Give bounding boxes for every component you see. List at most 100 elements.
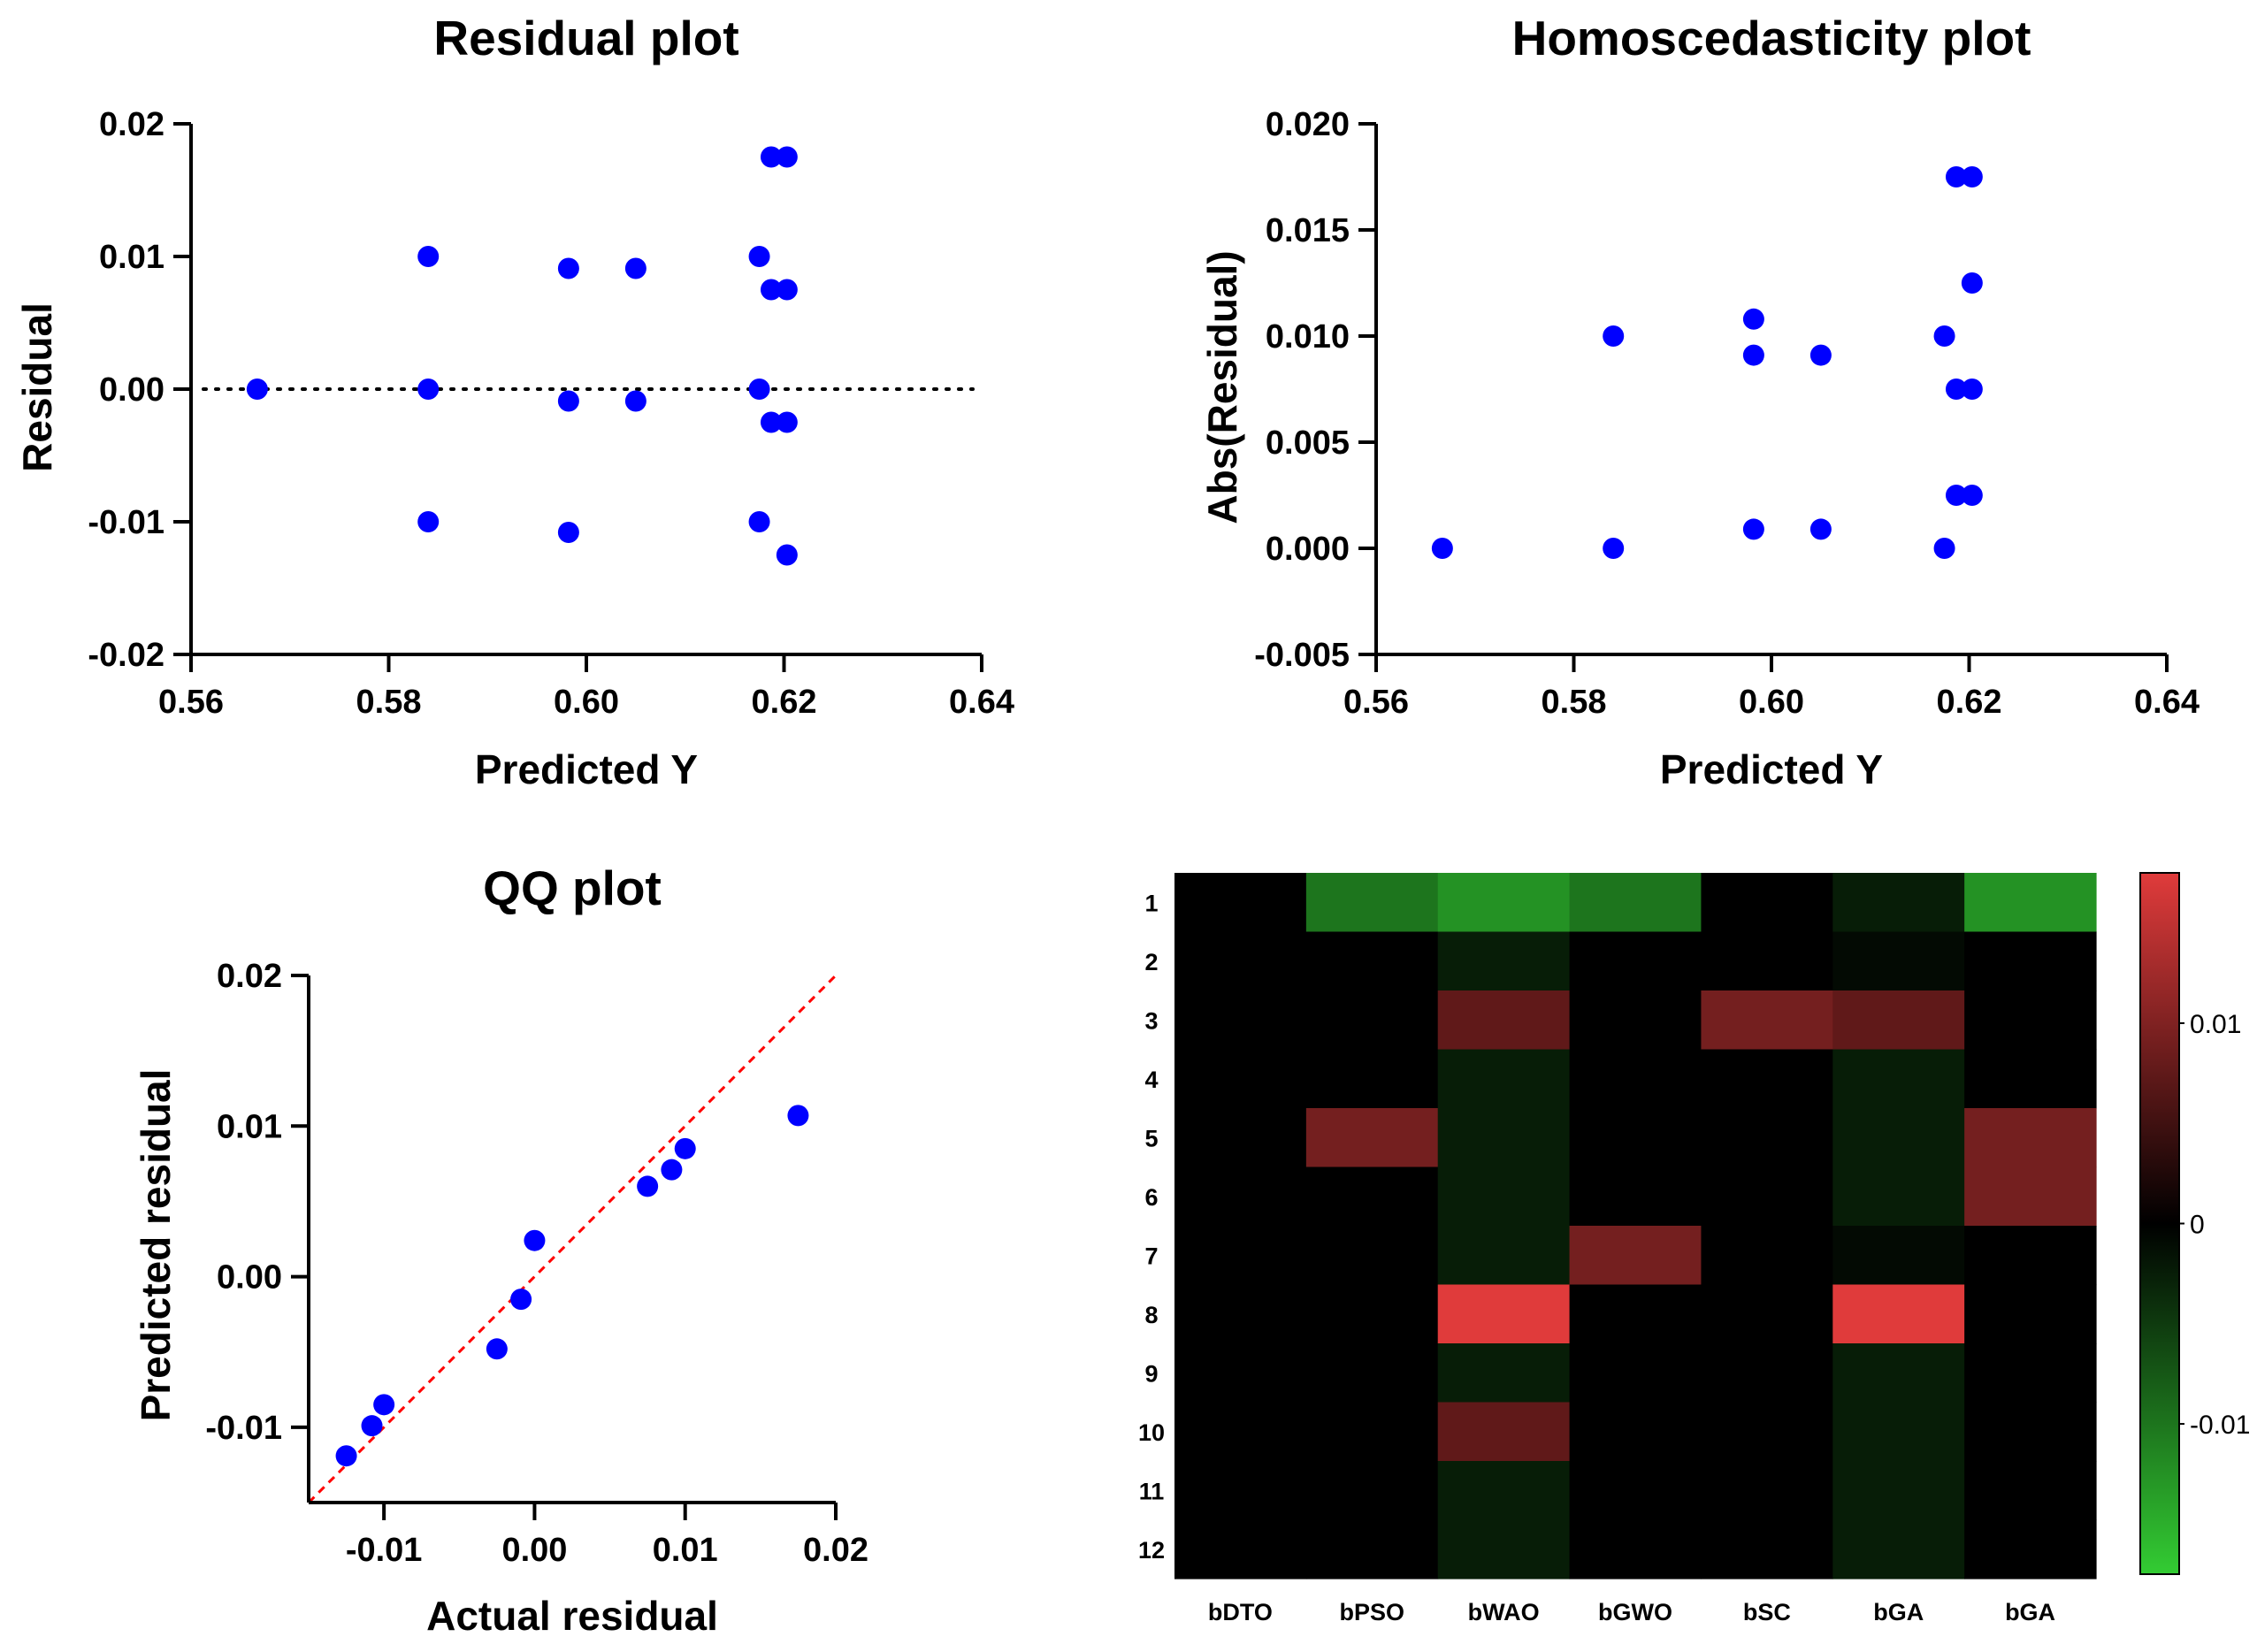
heatmap-cell <box>1174 1402 1307 1462</box>
x-tick-label: 0.62 <box>1937 684 2002 721</box>
heatmap-cell <box>1701 1343 1833 1403</box>
qq-plot-ylabel: Predicted residual <box>133 1069 179 1422</box>
data-point <box>661 1159 683 1181</box>
heatmap-cells <box>1174 873 2097 1579</box>
x-tick-label: -0.01 <box>346 1532 423 1569</box>
data-point <box>524 1229 546 1251</box>
data-point <box>1961 485 1983 506</box>
data-point <box>1603 325 1625 347</box>
data-point <box>1945 485 1967 506</box>
heatmap-cell <box>1701 1519 1833 1579</box>
data-point <box>417 511 440 532</box>
heatmap-cell <box>1832 1519 1965 1579</box>
y-tick-label: -0.01 <box>88 504 164 541</box>
heatmap-cell <box>1437 1049 1571 1109</box>
heatmap-cell <box>1569 1049 1702 1109</box>
heatmap-colorbar: 0.01 0 -0.01 <box>2139 872 2250 1575</box>
heatmap-cell <box>1701 1461 1833 1521</box>
y-tick-label: 0.00 <box>99 371 164 409</box>
heatmap-cell <box>1437 1284 1571 1344</box>
heatmap-cell <box>1832 1461 1965 1521</box>
x-tick-label: 0.60 <box>554 684 619 721</box>
heatmap-cell <box>1569 1108 1702 1168</box>
heatmap-column-label: bSC <box>1743 1599 1791 1625</box>
x-tick-label: 0.58 <box>1542 684 1607 721</box>
data-point <box>1945 166 1967 187</box>
heatmap-cell <box>1569 931 1702 991</box>
heatmap-column-label: bGWO <box>1598 1599 1672 1625</box>
data-point <box>1945 379 1967 400</box>
residual-plot-points <box>246 146 798 566</box>
heatmap-row-label: 12 <box>1138 1537 1165 1564</box>
qq-plot: QQ plot Actual residual Predicted residu… <box>133 860 868 1639</box>
data-point <box>760 279 782 301</box>
heatmap-cell <box>1964 1166 2097 1227</box>
heatmap-cell <box>1305 1284 1439 1344</box>
data-point <box>1961 379 1983 400</box>
qq-plot-points <box>335 1105 809 1467</box>
homoscedasticity-plot-points <box>1431 166 1983 559</box>
data-point <box>557 257 579 279</box>
qq-plot-axes: -0.01 0.00 0.01 0.02 -0.01 0.00 0.01 0.02 <box>205 958 868 1569</box>
data-point <box>361 1415 383 1437</box>
data-point <box>417 379 440 400</box>
heatmap-row-label: 2 <box>1144 949 1158 975</box>
data-point <box>373 1394 395 1416</box>
data-point <box>776 146 798 168</box>
heatmap-column-label: bPSO <box>1340 1599 1405 1625</box>
residual-plot-title: Residual plot <box>433 11 738 65</box>
heatmap-cell <box>1964 1284 2097 1344</box>
data-point <box>674 1137 696 1159</box>
data-point <box>1933 325 1955 347</box>
heatmap-row-label: 3 <box>1144 1007 1158 1034</box>
heatmap-row-label: 4 <box>1144 1067 1158 1093</box>
y-tick-label: 0.01 <box>217 1108 282 1145</box>
data-point <box>760 146 782 168</box>
data-point <box>776 544 798 566</box>
qq-plot-title: QQ plot <box>483 860 662 915</box>
heatmap-row-label: 8 <box>1144 1302 1158 1328</box>
heatmap-cell <box>1569 990 1702 1051</box>
heatmap-cell <box>1701 931 1833 991</box>
heatmap-cell <box>1569 1284 1702 1344</box>
heatmap-cell <box>1305 1226 1439 1286</box>
heatmap-cell <box>1964 1519 2097 1579</box>
heatmap-cell <box>1701 1226 1833 1286</box>
data-point <box>1809 518 1832 540</box>
data-point <box>624 257 646 279</box>
data-point <box>1742 308 1764 330</box>
homoscedasticity-plot-title: Homoscedasticity plot <box>1512 11 2031 65</box>
homoscedasticity-plot: Homoscedasticity plot Predicted Y Abs(Re… <box>1199 11 2200 792</box>
heatmap-cell <box>1964 1461 2097 1521</box>
heatmap-cell <box>1174 1049 1307 1109</box>
heatmap-cell <box>1701 1166 1833 1227</box>
heatmap-cell <box>1701 1402 1833 1462</box>
heatmap-cell <box>1832 873 1965 933</box>
data-point <box>1742 344 1764 366</box>
heatmap-row-label: 10 <box>1138 1419 1165 1446</box>
heatmap-cell <box>1305 1049 1439 1109</box>
colorbar-tick-label: 0 <box>2190 1211 2205 1240</box>
heatmap-cell <box>1701 1049 1833 1109</box>
data-point <box>1809 344 1832 366</box>
data-point <box>1742 518 1764 540</box>
heatmap-cell <box>1174 1166 1307 1227</box>
y-tick-label: 0.020 <box>1266 106 1350 143</box>
x-tick-label: 0.60 <box>1739 684 1804 721</box>
y-tick-label: 0.01 <box>99 239 164 276</box>
heatmap-cell <box>1964 1226 2097 1286</box>
y-tick-label: 0.02 <box>99 106 164 143</box>
qq-plot-reference-line <box>307 974 838 1504</box>
data-point <box>637 1175 659 1197</box>
y-tick-label: 0.00 <box>217 1259 282 1296</box>
heatmap-column-label: bGA <box>1873 1599 1924 1625</box>
data-point <box>748 379 770 400</box>
heatmap-cell <box>1305 931 1439 991</box>
heatmap-cell <box>1305 1108 1439 1168</box>
y-tick-label: 0.015 <box>1266 212 1350 249</box>
residual-plot-axes: 0.56 0.58 0.60 0.62 0.64 -0.02 -0.01 0.00 0.01 0.… <box>88 106 1014 721</box>
residual-plot-xlabel: Predicted Y <box>475 746 698 792</box>
heatmap-cell <box>1569 1402 1702 1462</box>
